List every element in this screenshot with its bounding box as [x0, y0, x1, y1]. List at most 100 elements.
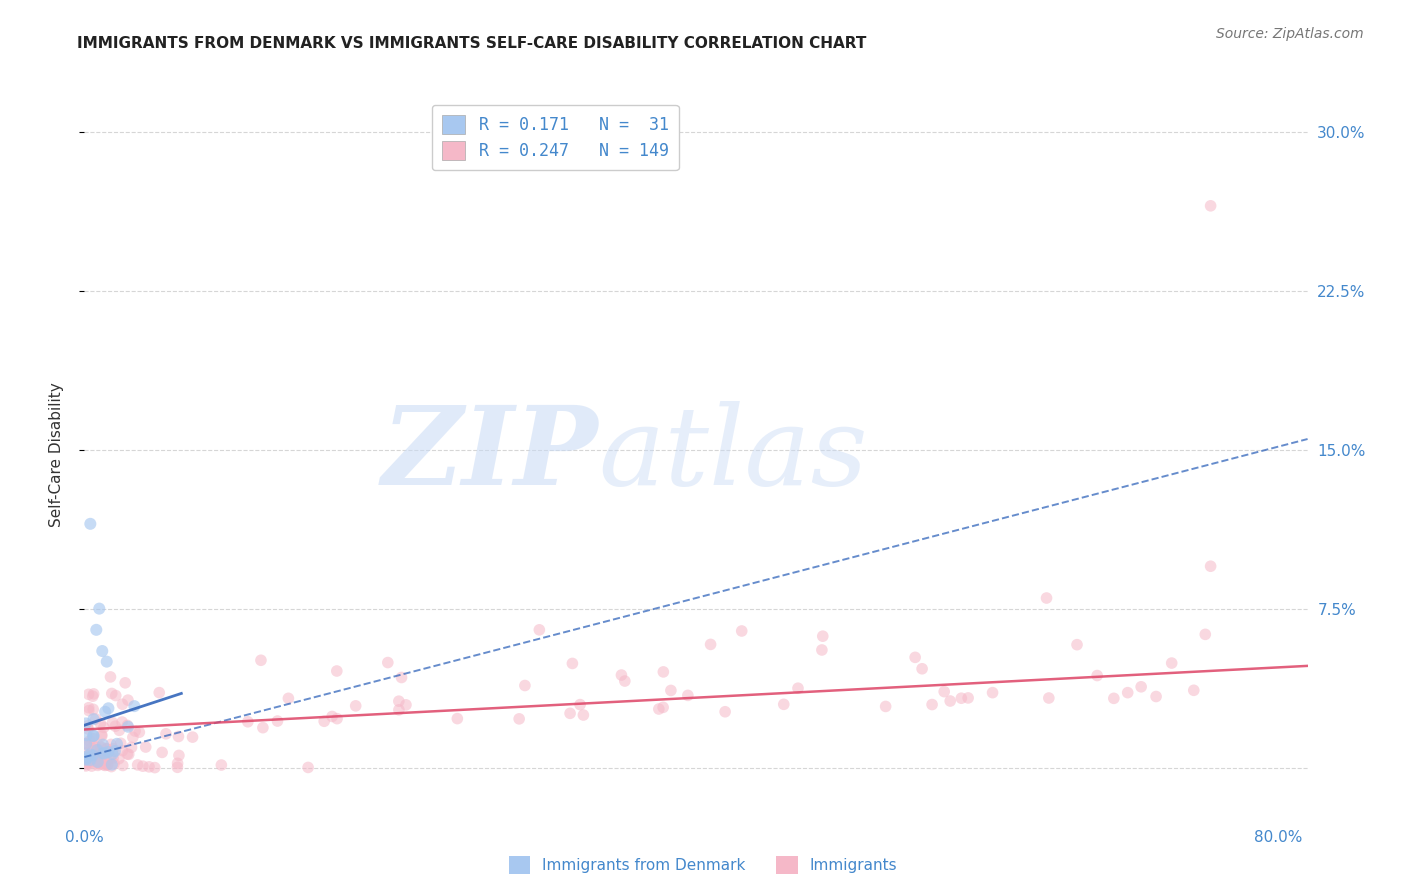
Point	[150, 745, 173, 759]
Point	[76, 752, 98, 766]
Point	[314, 714, 336, 729]
Point	[166, 756, 188, 771]
Legend: R = 0.171   N =  31, R = 0.247   N = 149: R = 0.171 N = 31, R = 0.247 N = 149	[432, 105, 679, 170]
Point	[772, 698, 794, 712]
Point	[391, 671, 413, 685]
Point	[699, 637, 721, 651]
Point	[89, 748, 111, 763]
Point	[76, 749, 98, 764]
Point	[76, 719, 98, 733]
Point	[77, 704, 100, 718]
Point	[652, 700, 675, 714]
Point	[93, 748, 115, 763]
Point	[957, 690, 980, 705]
Point	[82, 689, 104, 703]
Point	[79, 756, 101, 770]
Point	[80, 741, 103, 756]
Point	[266, 714, 288, 728]
Point	[167, 748, 190, 763]
Point	[155, 727, 177, 741]
Point	[77, 687, 100, 701]
Point	[75, 737, 97, 751]
Point	[1182, 683, 1205, 698]
Point	[79, 516, 101, 531]
Point	[104, 744, 127, 758]
Point	[377, 656, 399, 670]
Point	[117, 747, 139, 761]
Point	[84, 623, 107, 637]
Point	[94, 705, 117, 719]
Point	[321, 709, 343, 723]
Point	[135, 739, 157, 754]
Point	[104, 689, 127, 703]
Point	[75, 751, 97, 765]
Point	[934, 684, 956, 698]
Point	[1199, 199, 1222, 213]
Point	[508, 712, 530, 726]
Point	[108, 723, 131, 738]
Text: ZIP: ZIP	[381, 401, 598, 508]
Point	[75, 749, 97, 764]
Point	[326, 664, 349, 678]
Point	[446, 712, 468, 726]
Point	[148, 685, 170, 699]
Point	[89, 756, 111, 771]
Point	[83, 731, 105, 746]
Point	[79, 753, 101, 767]
Point	[86, 743, 108, 757]
Point	[1035, 591, 1057, 605]
Point	[513, 679, 536, 693]
Point	[111, 714, 134, 729]
Point	[388, 703, 411, 717]
Point	[84, 751, 107, 765]
Point	[811, 643, 834, 657]
Point	[96, 758, 118, 772]
Point	[82, 702, 104, 716]
Point	[96, 742, 118, 756]
Point	[83, 687, 105, 701]
Point	[91, 738, 114, 752]
Point	[138, 760, 160, 774]
Point	[105, 737, 128, 751]
Y-axis label: Self-Care Disability: Self-Care Disability	[49, 383, 63, 527]
Point	[83, 729, 105, 743]
Point	[96, 742, 118, 756]
Point	[82, 748, 104, 763]
Point	[911, 662, 934, 676]
Point	[209, 758, 232, 772]
Point	[236, 714, 259, 729]
Point	[86, 755, 108, 769]
Point	[87, 756, 110, 770]
Point	[1102, 691, 1125, 706]
Point	[76, 751, 98, 765]
Point	[950, 691, 973, 706]
Point	[82, 712, 104, 726]
Point	[97, 701, 120, 715]
Point	[90, 728, 112, 742]
Point	[143, 761, 166, 775]
Point	[80, 759, 103, 773]
Point	[93, 747, 115, 761]
Point	[613, 674, 636, 689]
Point	[921, 698, 943, 712]
Point	[127, 758, 149, 772]
Point	[811, 629, 834, 643]
Point	[610, 668, 633, 682]
Point	[87, 758, 110, 772]
Point	[166, 760, 188, 774]
Point	[101, 757, 124, 772]
Legend: Immigrants from Denmark, Immigrants: Immigrants from Denmark, Immigrants	[502, 850, 904, 880]
Point	[561, 657, 583, 671]
Point	[981, 686, 1004, 700]
Point	[82, 729, 104, 743]
Point	[87, 755, 110, 769]
Text: Source: ZipAtlas.com: Source: ZipAtlas.com	[1216, 27, 1364, 41]
Point	[787, 681, 810, 696]
Point	[529, 623, 551, 637]
Point	[75, 728, 97, 742]
Point	[659, 683, 682, 698]
Point	[569, 698, 592, 712]
Point	[76, 755, 98, 769]
Point	[91, 746, 114, 760]
Point	[94, 758, 117, 772]
